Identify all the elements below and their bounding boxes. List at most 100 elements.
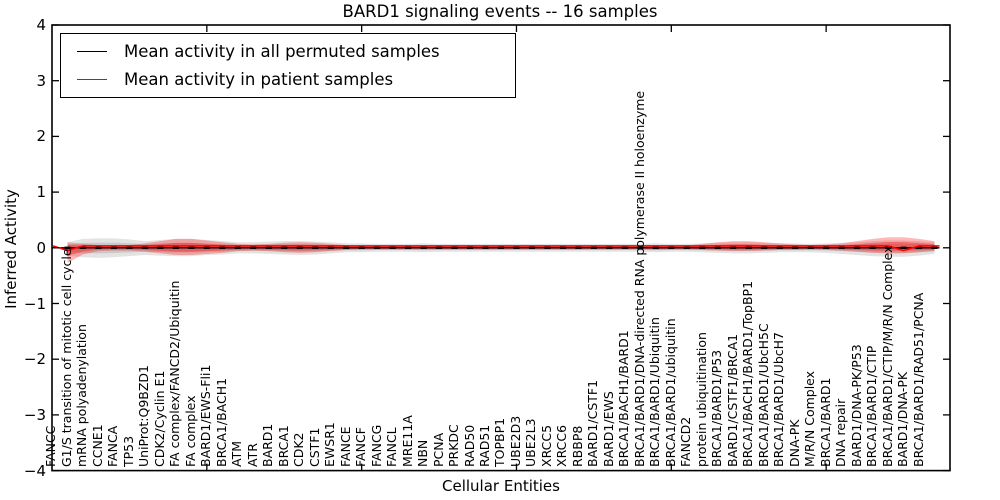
legend-line-swatch [77,51,107,53]
mean-line-patient [52,245,940,252]
entity-marker [110,246,117,249]
entity-marker [64,246,71,249]
entity-marker [869,246,876,249]
entity-marker [807,246,814,249]
entity-marker [436,246,443,249]
x-tick-label: G1/S transition of mitotic cell cycle [58,248,74,467]
entity-marker [621,246,628,249]
x-tick-label: FANCE [337,426,353,467]
x-tick-label: BARD1 [260,423,276,467]
x-tick-label: BRCA1/BARD1/ubiquitin [662,318,678,467]
entity-marker [451,246,458,249]
x-tick-label: TP53 [120,435,136,467]
entity-marker [467,246,474,249]
x-tick-label: protein ubiquitination [693,332,709,467]
entity-marker [714,246,721,249]
y-tick-label: 1 [36,183,46,202]
y-tick-label: 0 [36,238,46,257]
x-tick-label: FANCC [43,425,59,467]
x-tick-label: RBBP8 [569,425,585,467]
x-tick-label: FANCL [384,427,400,467]
x-tick-label: FANCF [353,427,369,467]
x-tick-label: CDK2 [291,432,307,467]
y-tick-label: 4 [36,16,46,34]
entity-marker [172,246,179,249]
x-tick-label: ATM [229,440,245,467]
y-tick-label: 3 [36,71,46,90]
x-tick-label: BARD1/EWS [600,391,616,467]
x-tick-label: RAD51 [477,424,492,467]
entity-marker [683,246,690,249]
entity-marker [498,246,504,249]
x-tick-label: CDK2/Cyclin E1 [151,370,167,467]
entity-marker [931,246,938,249]
entity-marker [358,246,365,249]
entity-marker [544,246,551,249]
entity-marker [157,246,164,249]
legend-line-swatch [77,78,107,80]
x-tick-label: BARD1/EWS-Fli1 [198,364,214,467]
y-tick-label: −3 [23,405,46,424]
entity-marker [559,246,566,249]
entity-marker [234,246,241,249]
entity-marker [343,246,350,249]
entity-marker [637,246,644,249]
entity-marker [838,246,845,249]
x-tick-label: mRNA polyadenylation [74,324,90,467]
x-tick-label: BRCA1/BARD1/DNA-directed RNA polymerase … [631,90,647,467]
x-tick-label: BARD1/DNA-PK/P53 [848,344,864,467]
entity-marker [79,246,86,249]
x-tick-label: PCNA [430,432,446,467]
x-tick-label: BRCA1/BARD1/CTIP/M/R/N Complex [879,245,895,467]
x-tick-label: UBE2L3 [523,418,539,468]
entity-marker [126,246,133,249]
x-tick-label: XRCC5 [538,424,554,467]
entity-marker [590,246,597,249]
entity-marker [219,246,226,249]
violin-band-patient [67,237,935,263]
x-axis-label: Cellular Entities [442,477,560,495]
x-tick-label: FA complex/FANCD2/Ubiquitin [167,280,183,467]
x-tick-label: BARD1/CSTF1/BRCA1 [724,333,740,467]
x-tick-label: BRCA1/BARD1/CTIP [864,345,880,467]
x-tick-label: DNA repair [833,398,849,467]
entity-marker [141,246,148,249]
x-tick-label: FANCG [368,424,384,467]
entity-marker [668,246,675,249]
x-tick-label: TOPBP1 [492,417,508,467]
x-tick-label: UniProt:Q9BZD1 [136,365,152,467]
entity-marker [265,246,272,249]
entity-marker [699,246,706,249]
chart-title: BARD1 signaling events -- 16 samples [342,2,658,21]
x-tick-label: FA complex [182,395,198,467]
y-tick-label: −1 [23,294,46,313]
x-tick-label: BRCA1/BARD1/UbcH5C [755,323,771,467]
entity-marker [606,246,613,249]
x-tick-label: BRCA1 [275,425,291,467]
entity-marker [389,246,396,249]
y-tick-label: −4 [23,461,46,480]
entity-marker [513,246,520,249]
x-tick-label: FANCA [105,425,121,467]
entity-marker [405,246,412,249]
legend-item-label: Mean activity in patient samples [124,69,394,89]
x-tick-label: M/R/N Complex [802,370,818,467]
x-tick-label: BRCA1/BARD1 [817,377,833,467]
entity-marker [900,246,907,249]
entity-marker [374,246,381,249]
x-tick-label: PRKDC [446,424,462,467]
x-tick-label: BRCA1/BACH1 [213,377,229,467]
entity-marker [188,246,195,249]
entity-marker [528,246,535,249]
x-tick-label: EWSR1 [322,422,338,467]
x-tick-label: ATR [244,443,260,467]
x-tick-label: BRCA1/BACH1/BARD1 [616,330,632,467]
x-tick-label: BARD1/DNA-PK [895,371,911,467]
entity-marker [730,246,737,249]
entity-marker [296,246,303,249]
legend: Mean activity in all permuted samples Mea… [60,33,516,98]
entity-marker [95,246,102,249]
entity-marker [885,246,892,249]
